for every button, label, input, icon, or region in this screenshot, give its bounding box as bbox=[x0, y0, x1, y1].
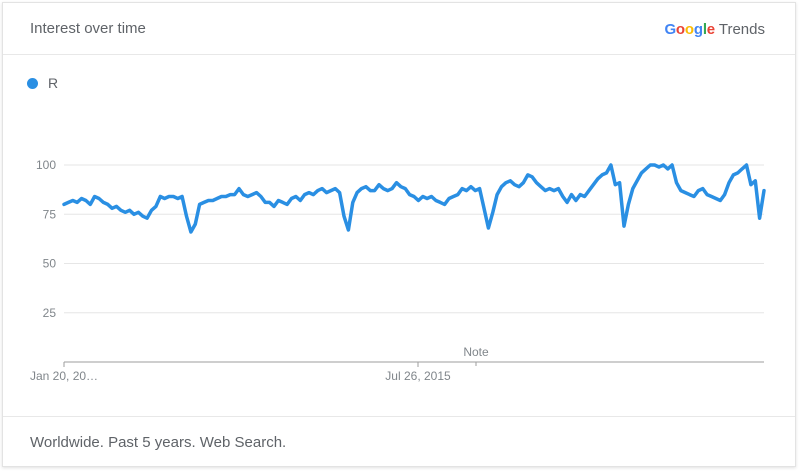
chart-legend: R bbox=[27, 75, 58, 91]
note-annotation[interactable]: Note bbox=[463, 345, 489, 359]
footer-caption: Worldwide. Past 5 years. Web Search. bbox=[30, 434, 287, 451]
y-tick-label: 75 bbox=[43, 207, 57, 221]
x-tick-label: Jul 26, 2015 bbox=[385, 369, 451, 383]
legend-series-label: R bbox=[48, 75, 59, 91]
interest-over-time-card: Interest over time Google Trends R World… bbox=[2, 2, 796, 467]
google-wordmark: Google bbox=[664, 21, 715, 38]
x-tick-label: Jan 20, 20… bbox=[30, 369, 98, 383]
trends-wordmark: Trends bbox=[718, 21, 765, 38]
card-footer: Worldwide. Past 5 years. Web Search. bbox=[3, 416, 795, 468]
y-tick-label: 25 bbox=[43, 306, 57, 320]
y-tick-label: 100 bbox=[36, 158, 56, 172]
y-tick-label: 50 bbox=[43, 257, 57, 271]
series-line-R[interactable] bbox=[62, 163, 766, 234]
card-title: Interest over time bbox=[30, 20, 146, 37]
google-trends-logo[interactable]: Google Trends bbox=[664, 21, 765, 38]
card-header: Interest over time Google Trends bbox=[3, 3, 795, 55]
legend-series-dot bbox=[27, 77, 38, 89]
